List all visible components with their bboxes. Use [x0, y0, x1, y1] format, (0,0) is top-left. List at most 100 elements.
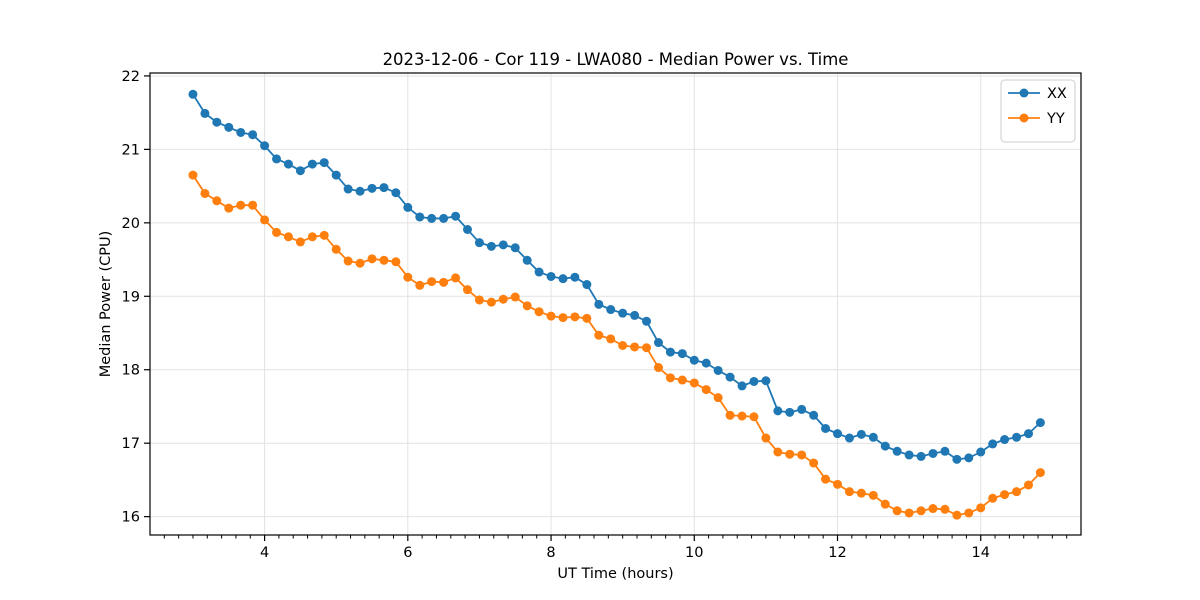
series-XX-marker — [630, 310, 640, 320]
series-YY-marker — [665, 373, 675, 383]
series-XX-marker — [200, 108, 210, 118]
series-XX-marker — [451, 211, 461, 221]
series-YY-marker — [749, 412, 759, 422]
legend-label: YY — [1046, 111, 1065, 127]
series-XX-marker — [916, 451, 926, 461]
series-YY-marker — [379, 255, 389, 265]
series-XX-marker — [236, 127, 246, 137]
series-XX-marker — [534, 267, 544, 277]
series-YY-marker — [1035, 468, 1045, 478]
series-XX-marker — [248, 130, 258, 140]
series-XX-marker — [844, 433, 854, 443]
series-XX-marker — [307, 159, 317, 169]
series-XX-marker — [856, 429, 866, 439]
series-YY-marker — [295, 237, 305, 247]
series-YY-marker — [534, 307, 544, 317]
series-XX-marker — [427, 213, 437, 223]
series-XX-marker — [212, 117, 222, 127]
series-YY-marker — [940, 504, 950, 514]
x-tick-label: 6 — [403, 545, 412, 561]
series-XX-marker — [355, 186, 365, 196]
series-XX-marker — [510, 243, 520, 253]
series-YY-marker — [415, 280, 425, 290]
legend: XX YY — [1000, 79, 1076, 143]
series-XX-marker — [606, 305, 616, 315]
series-XX-marker — [188, 89, 198, 99]
series-XX-marker — [331, 170, 341, 180]
series-XX-marker — [689, 355, 699, 365]
legend-entry-XX: XX — [1008, 86, 1067, 102]
series-YY-marker — [785, 449, 795, 459]
series-YY-marker — [928, 504, 938, 514]
series-YY-marker — [307, 232, 317, 242]
x-axis-label: UT Time (hours) — [557, 566, 673, 582]
series-YY-marker — [582, 313, 592, 323]
series-XX-marker — [379, 183, 389, 193]
series-YY-marker — [988, 493, 998, 503]
series-YY-marker — [606, 334, 616, 344]
series-XX-marker — [403, 202, 413, 212]
series-XX-marker — [319, 158, 329, 168]
series-XX-marker — [737, 381, 747, 391]
series-XX-marker — [809, 410, 819, 420]
series-YY-marker — [367, 254, 377, 264]
axes-spines — [149, 72, 1082, 536]
chart-title: 2023-12-06 - Cor 119 - LWA080 - Median P… — [383, 50, 849, 69]
x-tick-label: 12 — [828, 545, 846, 561]
series-YY-marker — [797, 450, 807, 460]
y-tick-label: 17 — [122, 436, 140, 452]
series-XX-marker — [988, 439, 998, 449]
series-XX-marker — [892, 446, 902, 456]
series-XX-marker — [665, 347, 675, 357]
series-YY-marker — [427, 277, 437, 287]
legend-entry-YY: YY — [1008, 111, 1065, 127]
y-tick-label: 22 — [122, 69, 140, 85]
series-YY-marker — [439, 277, 449, 287]
series-YY-marker — [737, 411, 747, 421]
series-YY-marker — [642, 343, 652, 353]
series-YY-marker — [964, 508, 974, 518]
series-XX-marker — [773, 406, 783, 416]
series-XX-marker — [594, 299, 604, 309]
series-XX-marker — [570, 272, 580, 282]
axes-ticks: 4 6 8 10 12 14 16 17 18 19 20 21 22 — [122, 69, 1068, 561]
series-YY-marker — [868, 490, 878, 500]
series-XX-marker — [415, 212, 425, 222]
series-XX-marker — [462, 224, 472, 234]
y-axis-label: Median Power (CPU) — [98, 231, 114, 378]
legend-box — [1000, 79, 1076, 143]
series-YY — [188, 170, 1045, 520]
grid-layer — [150, 73, 1081, 535]
series-YY-marker — [451, 273, 461, 283]
series-XX-marker — [522, 255, 532, 265]
series-XX — [188, 89, 1045, 464]
series-XX-marker — [642, 316, 652, 326]
x-tick-label: 4 — [260, 545, 269, 561]
series-XX-marker — [546, 271, 556, 281]
series-XX-marker — [868, 432, 878, 442]
y-tick-label: 16 — [122, 510, 140, 526]
series-YY-marker — [594, 330, 604, 340]
series-YY-marker — [856, 488, 866, 498]
series-YY-marker — [916, 506, 926, 516]
x-tick-label: 14 — [972, 545, 990, 561]
y-tick-label: 20 — [122, 216, 140, 232]
series-YY-marker — [904, 508, 914, 518]
series-YY-marker — [701, 385, 711, 395]
series-YY-marker — [403, 272, 413, 282]
series-YY-marker — [319, 230, 329, 240]
legend-label: XX — [1047, 86, 1067, 102]
x-tick-label: 8 — [546, 545, 555, 561]
series-YY-marker — [809, 458, 819, 468]
series-YY-marker — [462, 285, 472, 295]
series-YY-marker — [821, 474, 831, 484]
series-XX-marker — [1024, 429, 1034, 439]
series-XX-marker — [1000, 435, 1010, 445]
series-XX-marker — [1012, 432, 1022, 442]
series-YY-marker — [188, 170, 198, 180]
series-XX-marker — [677, 349, 687, 359]
series-YY-marker — [260, 215, 270, 225]
series-XX-marker — [797, 404, 807, 414]
series-XX-marker — [928, 448, 938, 458]
